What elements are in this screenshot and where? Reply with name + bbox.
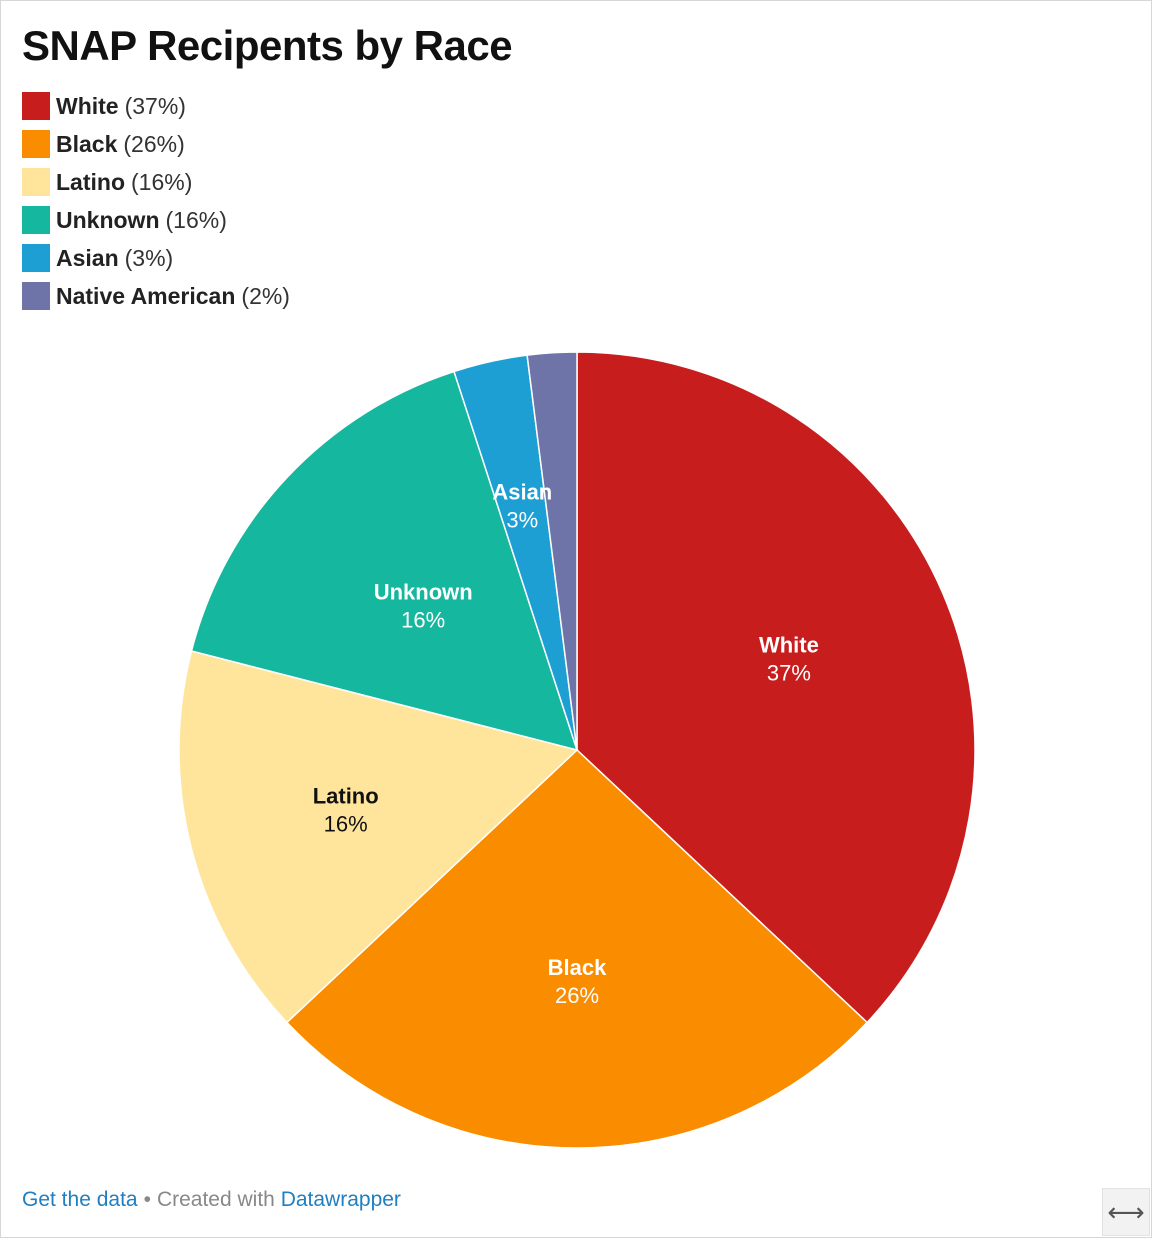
legend-item-latino: Latino (16%) (22, 163, 290, 201)
slice-label-value: 26% (555, 983, 599, 1008)
footer-separator: • (143, 1188, 151, 1211)
slice-label-name: Latino (313, 783, 379, 808)
pie-slice-native-american (526, 351, 578, 751)
pie-slice-black (285, 748, 869, 1149)
slice-label-asian: Asian 3% (492, 479, 552, 532)
legend-label: Asian (56, 244, 119, 271)
legend-value: (16%) (165, 206, 227, 233)
legend-label: White (56, 92, 119, 119)
legend-label: Unknown (56, 206, 160, 233)
legend-item-native-american: Native American (2%) (22, 277, 290, 315)
legend-item-asian: Asian (3%) (22, 239, 290, 277)
legend-swatch (22, 206, 50, 234)
slice-label-name: White (759, 632, 819, 657)
slice-label-value: 3% (506, 507, 538, 532)
slice-label-value: 16% (324, 811, 368, 836)
created-with-text: Created with (156, 1188, 275, 1211)
chart-title: SNAP Recipents by Race (22, 22, 513, 69)
legend-swatch (22, 168, 50, 196)
legend-item-unknown: Unknown (16%) (22, 201, 290, 239)
legend-value: (16%) (131, 168, 193, 195)
legend-swatch (22, 130, 50, 158)
legend-value: (3%) (124, 244, 174, 271)
pie-labels: White 37% Black 26% Latino 16% Unknown 16% Asian… (313, 479, 819, 1008)
slice-label-name: Unknown (374, 580, 473, 605)
legend-label: Black (56, 130, 118, 157)
pie-slice-white (576, 351, 976, 1024)
slice-label-white: White 37% (759, 632, 819, 685)
legend-item-black: Black (26%) (22, 125, 290, 163)
legend-item-white: White (37%) (22, 87, 290, 125)
slice-label-name: Black (548, 955, 607, 980)
legend-swatch (22, 92, 50, 120)
legend-swatch (22, 282, 50, 310)
datawrapper-link[interactable]: Datawrapper (280, 1188, 401, 1211)
legend-label: Native American (56, 282, 236, 309)
legend-value: (2%) (241, 282, 290, 309)
legend-value: (37%) (124, 92, 186, 119)
slice-label-value: 16% (401, 608, 445, 633)
slice-label-unknown: Unknown 16% (374, 580, 473, 633)
slice-label-black: Black 26% (548, 955, 607, 1008)
resize-horizontal-icon: ⟷ (1107, 1196, 1145, 1227)
chart-footer: Get the data • Created with Datawrapper (22, 1188, 401, 1212)
slice-label-latino: Latino 16% (313, 783, 379, 836)
slice-label-value: 37% (767, 660, 811, 685)
slice-label-name: Asian (492, 479, 552, 504)
legend-value: (26%) (123, 130, 185, 157)
resize-button[interactable]: ⟷ (1102, 1188, 1150, 1236)
get-data-link[interactable]: Get the data (22, 1188, 138, 1211)
legend-label: Latino (56, 168, 125, 195)
legend-swatch (22, 244, 50, 272)
pie-slice-latino (178, 650, 579, 1024)
pie-slice-unknown (190, 370, 579, 752)
pie-slices (178, 351, 976, 1149)
legend: White (37%) Black (26%) Latino (16%) Unk… (22, 87, 290, 315)
